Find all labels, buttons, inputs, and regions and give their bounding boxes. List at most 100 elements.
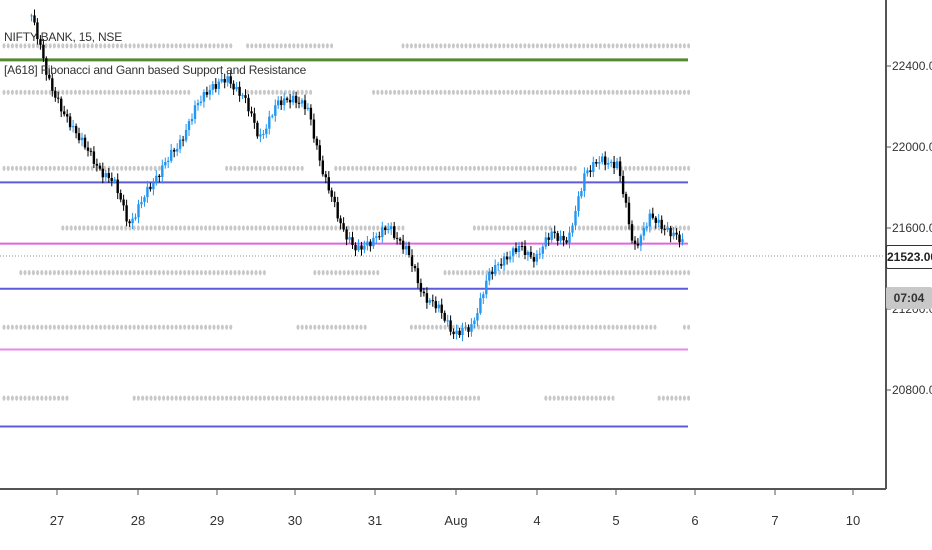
candle-body	[235, 86, 238, 90]
level-dot	[682, 165, 686, 171]
y-tick-label: 20800.00	[892, 383, 932, 397]
candle-body	[259, 134, 262, 137]
level-dot	[132, 165, 136, 171]
level-dot	[380, 89, 384, 95]
level-dot	[300, 225, 304, 231]
candle-body	[131, 218, 134, 224]
level-dot	[275, 43, 279, 49]
level-dot	[372, 89, 376, 95]
candle-body	[363, 245, 366, 250]
candle-body	[229, 76, 232, 84]
price-axis[interactable]: 22400.0022000.0021600.0021200.0020800.00	[886, 59, 932, 397]
level-dot	[422, 89, 426, 95]
level-dot	[561, 165, 565, 171]
candle	[199, 95, 203, 106]
level-dot	[191, 324, 195, 330]
level-dot	[619, 324, 623, 330]
level-dot	[523, 324, 527, 330]
candle	[633, 236, 637, 250]
level-dot	[157, 165, 161, 171]
level-dot	[485, 43, 489, 49]
level-dot	[187, 43, 191, 49]
level-dot	[195, 43, 199, 49]
candle-body	[517, 245, 521, 252]
candle-body	[119, 193, 122, 200]
level-dot	[115, 165, 119, 171]
level-dot	[544, 225, 548, 231]
level-dot	[330, 270, 334, 276]
level-dot	[346, 324, 350, 330]
level-dot	[69, 89, 73, 95]
level-dot	[149, 89, 153, 95]
candle	[419, 278, 423, 297]
level-dot	[178, 324, 182, 330]
x-tick-label: 5	[612, 513, 619, 528]
level-dot	[120, 165, 124, 171]
level-dot	[166, 225, 170, 231]
candle	[283, 92, 286, 111]
level-dot	[31, 43, 35, 49]
level-dot	[220, 225, 224, 231]
level-dot	[544, 165, 548, 171]
level-dot	[468, 395, 472, 401]
level-dot	[241, 395, 245, 401]
time-axis[interactable]: 27 28 29 30 31 Aug 4 5 6 7 10	[50, 489, 860, 528]
candle-body	[92, 151, 96, 164]
level-dot	[519, 225, 523, 231]
level-dot	[628, 43, 632, 49]
level-dot	[456, 89, 460, 95]
candle-body	[416, 268, 420, 284]
level-dot	[262, 270, 266, 276]
level-dot	[451, 395, 455, 401]
level-dot	[426, 324, 430, 330]
level-dot	[61, 225, 65, 231]
level-dot	[544, 324, 548, 330]
level-dot	[384, 165, 388, 171]
level-dot	[136, 324, 140, 330]
indicator-title[interactable]: [A618] Fibonacci and Gann based Support …	[4, 63, 307, 77]
candle	[648, 209, 651, 233]
level-dot	[136, 225, 140, 231]
candle-body	[256, 122, 259, 137]
level-dot	[640, 43, 644, 49]
symbol-title[interactable]: NIFTY BANK, 15, NSE	[4, 30, 123, 44]
candle-body	[280, 100, 283, 106]
level-dot	[544, 270, 548, 276]
level-dot	[73, 324, 77, 330]
candle-body	[74, 126, 78, 134]
level-dot	[212, 395, 216, 401]
level-dot	[435, 395, 439, 401]
level-dot	[153, 270, 157, 276]
level-dot	[271, 89, 275, 95]
level-dot	[208, 270, 212, 276]
level-dot	[586, 225, 590, 231]
candle	[98, 162, 102, 171]
candle	[517, 241, 521, 258]
candle-body	[577, 196, 580, 211]
dotted-level	[19, 270, 691, 276]
level-dot	[535, 89, 539, 95]
candle	[176, 143, 179, 157]
candle-body	[452, 331, 455, 335]
level-dot	[229, 395, 233, 401]
candle-body	[312, 119, 316, 139]
level-dot	[15, 324, 19, 330]
candle	[562, 231, 565, 247]
candle-body	[161, 165, 164, 177]
level-dot	[544, 89, 548, 95]
level-dot	[31, 89, 35, 95]
candle-body	[381, 227, 384, 238]
level-dot	[208, 43, 212, 49]
level-dot	[540, 89, 544, 95]
level-dot	[514, 270, 518, 276]
candle	[161, 159, 164, 183]
level-dot	[426, 395, 430, 401]
candle-body	[375, 236, 378, 238]
level-dot	[183, 225, 187, 231]
candle-body	[291, 95, 295, 103]
level-dot	[582, 43, 586, 49]
level-dot	[195, 324, 199, 330]
level-dot	[535, 165, 539, 171]
level-dot	[577, 395, 581, 401]
